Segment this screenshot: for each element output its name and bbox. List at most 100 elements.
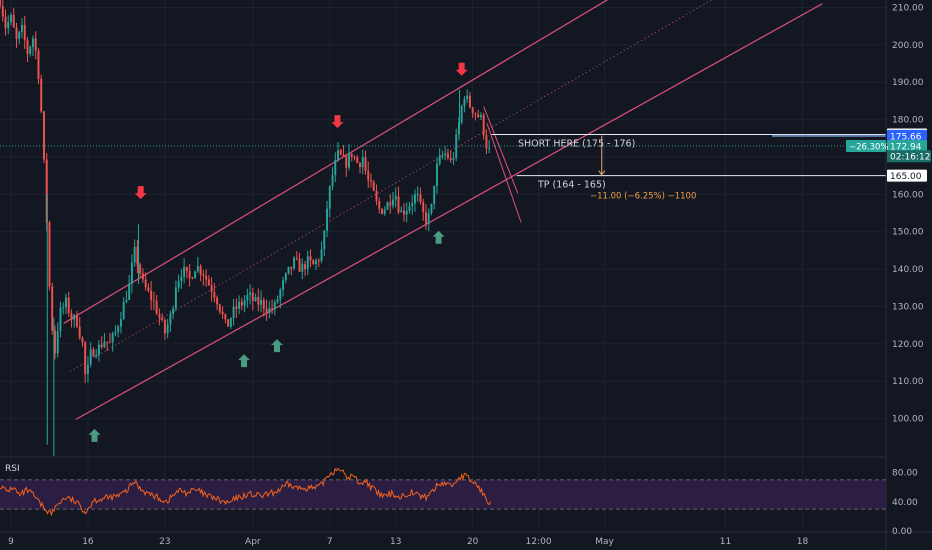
candle-body bbox=[337, 150, 339, 161]
date-tick-label: 9 bbox=[8, 537, 14, 547]
date-tick-label: 7 bbox=[327, 537, 333, 547]
rsi-pane[interactable]: RSI bbox=[0, 456, 932, 517]
candle-body bbox=[326, 208, 329, 231]
candle-body bbox=[394, 196, 397, 200]
channel-median-line[interactable] bbox=[69, 0, 718, 372]
fan-line[interactable] bbox=[483, 106, 519, 194]
price-label-box bbox=[887, 169, 927, 182]
price-label-text: 165.00 bbox=[890, 172, 922, 182]
candle-body bbox=[114, 331, 117, 334]
candle-body bbox=[290, 266, 293, 269]
price-label-text: 175.66 bbox=[890, 132, 922, 142]
candle-body bbox=[463, 99, 466, 107]
candle-body bbox=[331, 174, 334, 187]
candle-body bbox=[205, 275, 208, 280]
candle-body bbox=[466, 95, 469, 100]
rsi-tick-label: 40.00 bbox=[892, 498, 918, 508]
candle-body bbox=[141, 273, 144, 280]
candle-body bbox=[471, 107, 474, 114]
candle-body bbox=[342, 154, 345, 157]
candle-body bbox=[191, 277, 194, 279]
candle-body bbox=[262, 299, 265, 309]
buy-arrow-icon bbox=[238, 354, 251, 368]
candle-body bbox=[304, 264, 307, 270]
candle-body bbox=[446, 153, 449, 158]
candle-body bbox=[427, 213, 430, 224]
candle-body bbox=[408, 206, 411, 211]
price-axis-bg bbox=[886, 0, 932, 550]
candle-body bbox=[29, 46, 32, 54]
candle-body bbox=[18, 31, 21, 39]
candle-body bbox=[62, 307, 65, 309]
candle-body bbox=[441, 155, 444, 157]
price-tick-label: 180.00 bbox=[892, 116, 924, 126]
candle-body bbox=[254, 297, 257, 302]
candle-body bbox=[89, 349, 92, 365]
candle-body bbox=[194, 271, 197, 279]
change-badge-text: −26.30% bbox=[849, 142, 889, 152]
candle-body bbox=[196, 266, 199, 272]
candle-body bbox=[452, 158, 455, 160]
candle-body bbox=[433, 185, 436, 204]
candle-body bbox=[40, 78, 43, 112]
candle-body bbox=[386, 202, 389, 210]
candle-body bbox=[397, 196, 400, 213]
candle-body bbox=[48, 222, 51, 287]
candle-body bbox=[81, 337, 84, 343]
date-tick-label: Apr bbox=[245, 537, 261, 547]
date-tick-label: 11 bbox=[720, 537, 731, 547]
candle-body bbox=[413, 194, 416, 204]
candle-body bbox=[117, 326, 120, 332]
candle-body bbox=[249, 292, 252, 295]
candle-body bbox=[449, 157, 452, 160]
candle-body bbox=[367, 170, 370, 181]
rsi-title: RSI bbox=[5, 464, 20, 474]
candle-body bbox=[183, 266, 186, 277]
candle-body bbox=[403, 210, 405, 215]
candle-body bbox=[282, 280, 285, 290]
candle-body bbox=[152, 300, 155, 302]
candle-body bbox=[240, 301, 243, 306]
candle-body bbox=[199, 266, 202, 275]
candle-body bbox=[383, 209, 386, 214]
channel-lower-line[interactable] bbox=[75, 3, 823, 420]
buy-arrow-icon bbox=[432, 230, 445, 244]
candle-body bbox=[188, 271, 191, 278]
date-tick-label: 23 bbox=[159, 537, 170, 547]
candle-body bbox=[416, 194, 419, 196]
candle-series bbox=[0, 0, 491, 456]
candle-body bbox=[180, 276, 183, 281]
candle-body bbox=[97, 344, 100, 355]
candle-body bbox=[12, 14, 15, 28]
candle-body bbox=[4, 16, 7, 29]
candle-body bbox=[298, 258, 301, 272]
candle-body bbox=[276, 299, 279, 303]
candle-body bbox=[221, 311, 224, 315]
candle-body bbox=[460, 106, 463, 123]
price-label-box bbox=[887, 129, 927, 142]
price-label-text: 02:16:12 bbox=[890, 153, 930, 163]
candle-body bbox=[273, 302, 276, 309]
candle-body bbox=[345, 156, 348, 168]
candle-body bbox=[23, 24, 26, 41]
candle-body bbox=[106, 341, 109, 343]
candle-body bbox=[42, 111, 45, 160]
price-tick-label: 160.00 bbox=[892, 190, 924, 200]
price-tick-label: 110.00 bbox=[892, 377, 924, 387]
candle-body bbox=[271, 307, 274, 309]
candle-body bbox=[328, 186, 331, 209]
candle-body bbox=[174, 287, 177, 309]
grid bbox=[0, 0, 886, 531]
candle-body bbox=[26, 40, 29, 54]
candle-body bbox=[139, 264, 142, 274]
candle-body bbox=[10, 14, 12, 22]
candle-body bbox=[133, 246, 136, 263]
candle-body bbox=[295, 257, 298, 259]
fan-line[interactable] bbox=[486, 123, 522, 223]
candle-body bbox=[125, 299, 128, 303]
candle-body bbox=[119, 319, 122, 327]
candle-body bbox=[122, 302, 125, 320]
candle-body bbox=[108, 342, 111, 344]
